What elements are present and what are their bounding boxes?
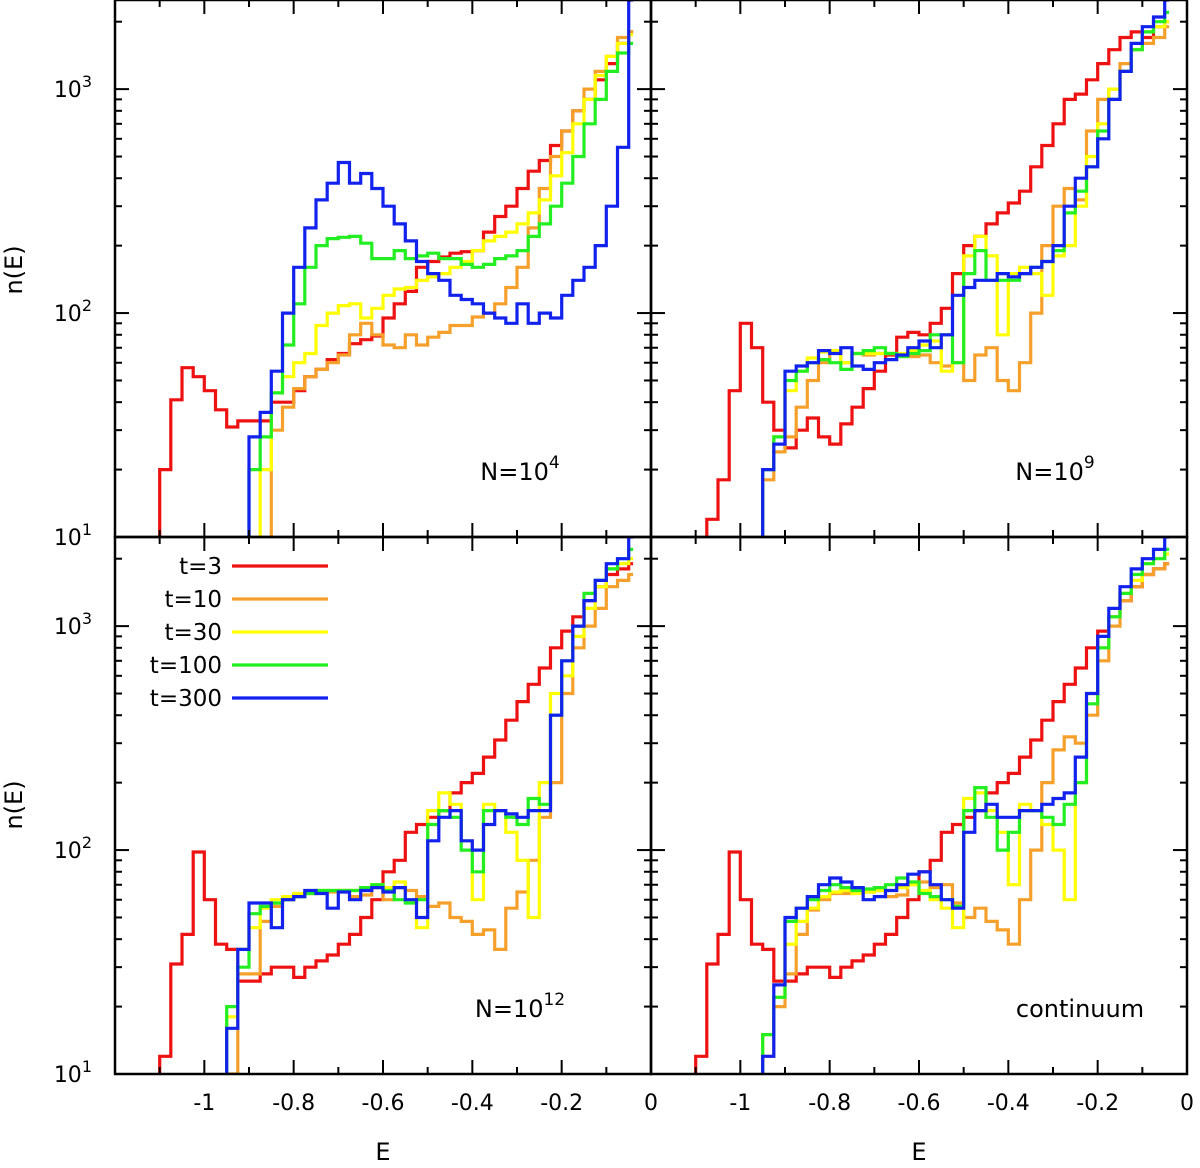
panel-frame xyxy=(113,0,653,539)
x-tick-label: -0.8 xyxy=(808,1091,851,1116)
y-tick-label: 101 xyxy=(54,1057,92,1088)
x-tick-label: -0.2 xyxy=(540,1091,583,1116)
x-tick-label: -0.4 xyxy=(451,1091,494,1116)
series-t-3 xyxy=(158,30,634,537)
series-t-10 xyxy=(761,562,1170,1074)
series-group xyxy=(158,0,634,537)
legend-label: t=30 xyxy=(164,620,222,646)
panel-label: N=104 xyxy=(480,453,559,486)
panel-label: N=1012 xyxy=(475,990,565,1023)
x-tick-label: -1 xyxy=(729,1091,751,1116)
y-axis-title-bottom: n(E) xyxy=(0,780,28,829)
series-t-300 xyxy=(225,537,634,1074)
series-group xyxy=(158,537,634,1074)
x-tick-label: -0.4 xyxy=(987,1091,1030,1116)
panel-1: 101 102 103 N=104 xyxy=(54,0,653,551)
x-tick-label: -0.6 xyxy=(362,1091,405,1116)
series-t-100 xyxy=(247,41,634,537)
series-t-30 xyxy=(225,557,634,1074)
panel-frame xyxy=(113,535,653,1076)
x-axis-title-left: E xyxy=(375,1138,390,1166)
series-group xyxy=(694,537,1170,1074)
panels: 101 102 103 N=104 N=109 -1 -0.8 -0.6 -0.4 -0.2 0 10… xyxy=(54,0,1194,1116)
series-t-10 xyxy=(269,30,634,537)
y-axis-title-top: n(E) xyxy=(0,245,28,294)
x-tick-label: 0 xyxy=(1180,1091,1194,1116)
panel-4: -1 -0.8 -0.6 -0.4 -0.2 0 continuum xyxy=(649,535,1194,1116)
x-tick-label: -0.8 xyxy=(272,1091,315,1116)
series-t-300 xyxy=(761,0,1170,537)
panel-label: N=109 xyxy=(1015,453,1094,486)
legend-label: t=100 xyxy=(150,653,222,679)
legend-label: t=3 xyxy=(179,554,222,580)
legend-label: t=300 xyxy=(150,686,222,712)
series-t-300 xyxy=(761,537,1170,1074)
x-axis-title-right: E xyxy=(911,1138,926,1166)
legend-label: t=10 xyxy=(164,587,222,613)
x-tick-label: -1 xyxy=(193,1091,215,1116)
series-group xyxy=(705,0,1170,537)
x-tick-label: -0.2 xyxy=(1076,1091,1119,1116)
x-tick-label: -0.6 xyxy=(898,1091,941,1116)
panel-frame xyxy=(649,0,1189,539)
panel-label: continuum xyxy=(1016,995,1144,1023)
series-t-30 xyxy=(258,33,634,537)
y-tick-label: 102 xyxy=(54,833,92,864)
legend: t=3 t=10 t=30 t=100 t=300 xyxy=(150,554,328,712)
panel-2: N=109 xyxy=(649,0,1189,539)
panel-frame xyxy=(649,535,1189,1076)
y-tick-label: 103 xyxy=(54,609,92,640)
x-tick-label: 0 xyxy=(644,1091,658,1116)
y-tick-label: 102 xyxy=(54,296,92,327)
series-t-300 xyxy=(247,0,634,537)
panel-3: -1 -0.8 -0.6 -0.4 -0.2 0 101 102 103 N=1012 xyxy=(54,535,658,1116)
y-tick-label: 101 xyxy=(54,520,92,551)
y-tick-label: 103 xyxy=(54,72,92,103)
